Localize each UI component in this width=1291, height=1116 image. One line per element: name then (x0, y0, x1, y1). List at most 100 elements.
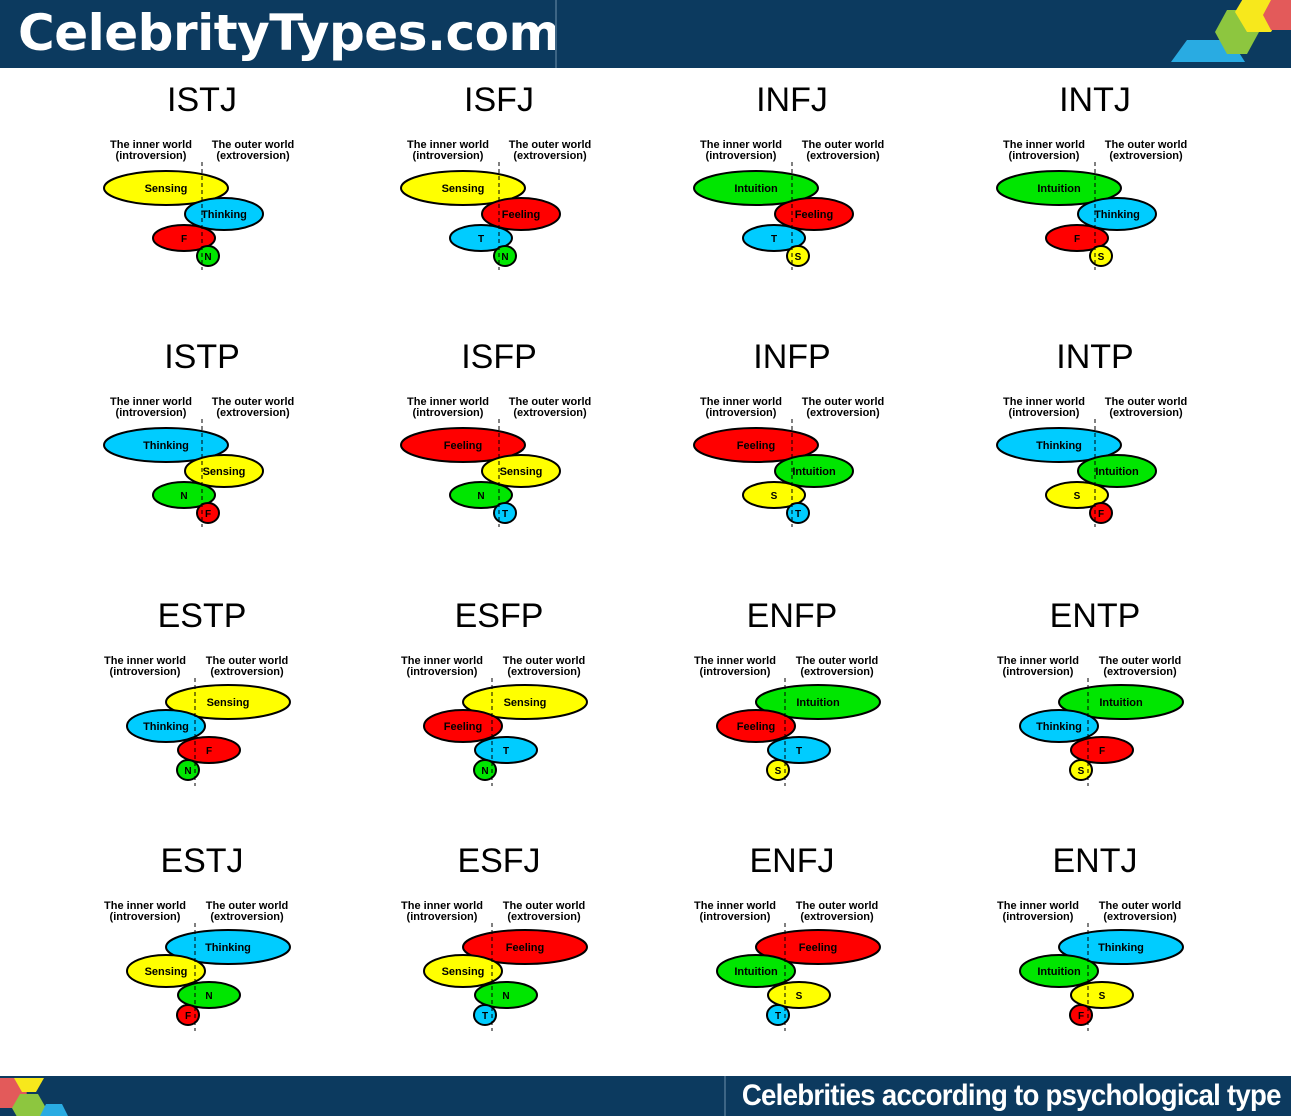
function-ellipse-intuition (473, 759, 497, 781)
type-diagram-intp: INTP The inner world(introversion) The out… (996, 338, 1188, 527)
inner-world-label: The inner world (110, 396, 192, 408)
function-label: F (206, 746, 212, 757)
inner-world-label: (introversion) (413, 407, 484, 419)
function-label: Feeling (444, 440, 483, 452)
outer-world-label: (extroversion) (1109, 150, 1183, 162)
type-title: INTJ (1059, 81, 1131, 119)
type-title: ISTP (164, 338, 240, 376)
function-ellipse-sensing (423, 954, 503, 988)
function-ellipse-sensing (1045, 481, 1109, 509)
type-title: ENTP (1050, 597, 1141, 635)
inner-world-label: The inner world (104, 655, 186, 667)
type-diagram-estp: ESTP The inner world(introversion) The out… (104, 597, 291, 786)
type-title: INFJ (756, 81, 828, 119)
function-ellipse-feeling (400, 427, 526, 463)
outer-world-label: (extroversion) (1103, 666, 1177, 678)
function-ellipse-feeling (774, 197, 854, 231)
outer-world-label: The outer world (509, 396, 592, 408)
inner-world-label: The inner world (407, 139, 489, 151)
function-ellipse-intuition (774, 454, 854, 488)
function-label: Intuition (1037, 183, 1081, 195)
inner-world-label: (introversion) (1009, 407, 1080, 419)
inner-world-label: The inner world (997, 655, 1079, 667)
outer-world-label: The outer world (802, 139, 885, 151)
function-label: S (1074, 491, 1081, 502)
type-title: ESFP (455, 597, 544, 635)
outer-world-label: (extroversion) (513, 150, 587, 162)
function-ellipse-sensing (766, 759, 790, 781)
function-label: S (795, 252, 802, 263)
function-ellipse-feeling (716, 709, 796, 743)
inner-world-label: (introversion) (1003, 666, 1074, 678)
function-ellipse-intuition (177, 981, 241, 1009)
type-diagram-isfj: ISFJ The inner world(introversion) The out… (400, 81, 592, 270)
function-ellipse-thinking (1019, 709, 1099, 743)
function-ellipse-thinking (766, 1004, 790, 1026)
outer-world-label: (extroversion) (507, 666, 581, 678)
inner-world-label: (introversion) (110, 911, 181, 923)
function-label: F (181, 234, 187, 245)
function-label: S (775, 766, 782, 777)
outer-world-label: (extroversion) (507, 911, 581, 923)
outer-world-label: The outer world (503, 900, 586, 912)
function-label: Intuition (1099, 697, 1143, 709)
outer-world-label: (extroversion) (210, 666, 284, 678)
function-ellipse-thinking (126, 709, 206, 743)
type-diagram-istp: ISTP The inner world(introversion) The out… (103, 338, 294, 527)
function-ellipse-feeling (462, 929, 588, 965)
outer-world-label: (extroversion) (216, 407, 290, 419)
inner-world-label: (introversion) (700, 666, 771, 678)
function-label: Intuition (1095, 466, 1139, 478)
function-label: N (204, 252, 211, 263)
type-title: ISFJ (464, 81, 534, 119)
function-ellipse-feeling (1070, 736, 1134, 764)
function-label: Intuition (734, 966, 778, 978)
function-label: T (502, 509, 508, 520)
inner-world-label: (introversion) (706, 407, 777, 419)
function-label: Sensing (442, 966, 485, 978)
type-diagram-entj: ENTJ The inner world(introversion) The out… (997, 842, 1184, 1031)
function-ellipse-feeling (1069, 1004, 1093, 1026)
function-ellipse-sensing (742, 481, 806, 509)
inner-world-label: The inner world (110, 139, 192, 151)
function-ellipse-thinking (742, 224, 806, 252)
site-header: CelebrityTypes.com (0, 0, 1291, 68)
function-label: S (1099, 991, 1106, 1002)
inner-world-label: The inner world (997, 900, 1079, 912)
function-label: Sensing (145, 183, 188, 195)
function-ellipse-feeling (693, 427, 819, 463)
function-label: S (796, 991, 803, 1002)
function-label: N (180, 491, 187, 502)
function-ellipse-feeling (755, 929, 881, 965)
function-ellipse-intuition (474, 981, 538, 1009)
function-label: S (1098, 252, 1105, 263)
outer-world-label: The outer world (503, 655, 586, 667)
inner-world-label: The inner world (1003, 139, 1085, 151)
outer-world-label: The outer world (796, 655, 879, 667)
inner-world-label: The inner world (407, 396, 489, 408)
inner-world-label: (introversion) (413, 150, 484, 162)
outer-world-label: The outer world (1105, 396, 1188, 408)
type-diagram-intj: INTJ The inner world(introversion) The out… (996, 81, 1188, 270)
function-label: Feeling (737, 440, 776, 452)
outer-world-label: The outer world (1105, 139, 1188, 151)
inner-world-label: The inner world (700, 396, 782, 408)
outer-world-label: The outer world (206, 655, 289, 667)
outer-world-label: (extroversion) (216, 150, 290, 162)
type-title: ENFJ (750, 842, 835, 880)
function-label: Sensing (504, 697, 547, 709)
function-label: Thinking (1098, 942, 1144, 954)
inner-world-label: (introversion) (407, 666, 478, 678)
outer-world-label: The outer world (1099, 655, 1182, 667)
function-ellipse-sensing (184, 454, 264, 488)
function-ellipse-sensing (165, 684, 291, 720)
inner-world-label: (introversion) (407, 911, 478, 923)
site-title[interactable]: CelebrityTypes.com (18, 4, 561, 62)
function-label: N (205, 991, 212, 1002)
function-ellipse-intuition (755, 684, 881, 720)
function-label: Sensing (500, 466, 543, 478)
outer-world-label: The outer world (509, 139, 592, 151)
inner-world-label: The inner world (401, 900, 483, 912)
function-label: Thinking (205, 942, 251, 954)
